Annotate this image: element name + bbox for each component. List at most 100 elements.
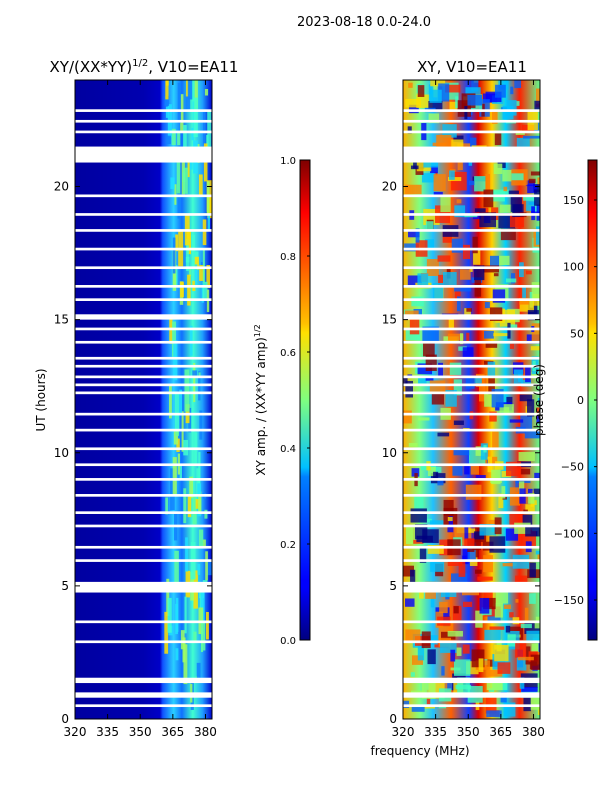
phase-block — [425, 376, 434, 381]
amplitude-streak — [198, 372, 201, 378]
phase-block — [460, 333, 464, 345]
y-tick-label: 5 — [61, 579, 69, 593]
phase-block — [437, 432, 450, 437]
y-tick-label: 15 — [54, 313, 69, 327]
phase-block — [429, 380, 446, 394]
phase-block — [423, 705, 435, 709]
phase-block — [460, 269, 471, 280]
amplitude-colorbar-label: XY amp. / (XX*YY amp)1/2 — [253, 324, 268, 475]
phase-block — [449, 101, 458, 111]
phase-block — [523, 196, 537, 201]
phase-block — [528, 493, 535, 504]
amplitude-streak — [184, 596, 187, 634]
x-tick-label: 380 — [194, 725, 217, 739]
amplitude-streak — [187, 494, 192, 518]
x-tick-label: 320 — [64, 725, 87, 739]
phase-block — [410, 165, 419, 170]
phase-block — [447, 526, 454, 533]
y-tick-label: 0 — [389, 712, 397, 726]
amplitude-streak — [181, 411, 184, 452]
phase-block — [464, 524, 469, 540]
amplitude-streak — [174, 550, 179, 586]
flag-gap — [403, 266, 540, 270]
flag-gap — [75, 213, 212, 216]
amplitude-streak — [205, 551, 208, 581]
phase-block — [430, 561, 445, 572]
phase-block — [418, 417, 430, 421]
amplitude-streak — [185, 537, 188, 572]
amplitude-streak — [176, 160, 181, 194]
flag-gap — [403, 285, 540, 288]
flag-gap — [403, 478, 540, 481]
phase-block — [414, 524, 428, 540]
phase-axes-frame — [402, 79, 541, 720]
phase-block — [449, 362, 462, 375]
flag-gap — [403, 704, 540, 708]
phase-block — [527, 184, 538, 194]
phase-block — [531, 323, 540, 342]
phase-block — [467, 94, 483, 106]
phase-block — [443, 499, 454, 516]
phase-block — [430, 80, 446, 87]
phase-block — [462, 347, 474, 357]
phase-block — [512, 362, 524, 374]
phase-block — [462, 244, 471, 260]
flag-gap — [75, 130, 212, 134]
amplitude-streak — [188, 407, 192, 433]
amplitude-streak — [200, 588, 205, 625]
phase-block — [484, 301, 490, 309]
x-tick-label: 365 — [489, 725, 512, 739]
phase-block — [474, 208, 486, 213]
phase-block — [510, 86, 514, 95]
phase-block — [411, 468, 420, 477]
amplitude-streak — [165, 80, 169, 100]
phase-block — [464, 105, 468, 120]
flag-gap — [75, 545, 212, 549]
phase-block — [453, 606, 459, 614]
phase-block — [428, 113, 440, 124]
phase-block — [466, 332, 470, 343]
phase-block — [531, 643, 540, 657]
amplitude-streak — [175, 597, 179, 632]
phase-block — [520, 468, 531, 475]
phase-block — [489, 255, 500, 268]
phase-block — [462, 644, 470, 654]
phase-block — [492, 431, 499, 451]
amplitude-streak — [183, 644, 188, 685]
phase-block — [530, 171, 540, 176]
colorbar-tick-label: −50 — [561, 461, 584, 474]
phase-block — [536, 204, 540, 221]
phase-block — [417, 85, 425, 97]
phase-block — [493, 163, 503, 174]
amplitude-flag-gaps — [75, 109, 212, 708]
phase-block — [519, 677, 525, 689]
flag-gap — [75, 704, 212, 708]
amplitude-colorbar: 0.0 0.2 0.4 0.6 0.8 1.0 XY amp. / (XX*YY amp)… — [253, 156, 311, 647]
flag-gap — [75, 364, 212, 368]
flag-gap — [403, 383, 540, 387]
phase-block — [530, 654, 540, 670]
phase-xlabel: frequency (MHz) — [370, 744, 469, 758]
phase-block — [483, 555, 493, 573]
phase-block — [479, 212, 497, 228]
phase-block — [475, 446, 485, 456]
phase-block — [453, 420, 464, 425]
colorbar-tick-label: 0 — [577, 394, 584, 407]
phase-block — [421, 631, 431, 649]
phase-block — [474, 377, 482, 384]
amplitude-streak — [202, 539, 206, 547]
colorbar-tick-label: 100 — [563, 261, 584, 274]
amplitude-streak — [177, 190, 182, 219]
amplitude-streak — [182, 167, 188, 194]
phase-panel-title: XY, V10=EA11 — [417, 58, 527, 76]
flag-gap — [75, 511, 212, 514]
phase-block — [525, 646, 531, 665]
amplitude-streak — [174, 394, 180, 430]
phase-block — [484, 606, 501, 617]
phase-block — [417, 273, 429, 288]
colorbar-tick-label: 50 — [570, 327, 584, 340]
flag-gap — [403, 364, 540, 368]
amplitude-streak — [197, 563, 201, 575]
amplitude-streak — [177, 131, 181, 146]
